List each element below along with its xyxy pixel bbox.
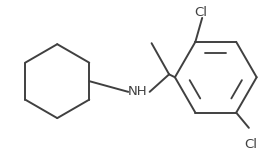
Text: NH: NH bbox=[128, 85, 148, 98]
Text: Cl: Cl bbox=[244, 138, 257, 151]
Text: Cl: Cl bbox=[194, 6, 207, 19]
